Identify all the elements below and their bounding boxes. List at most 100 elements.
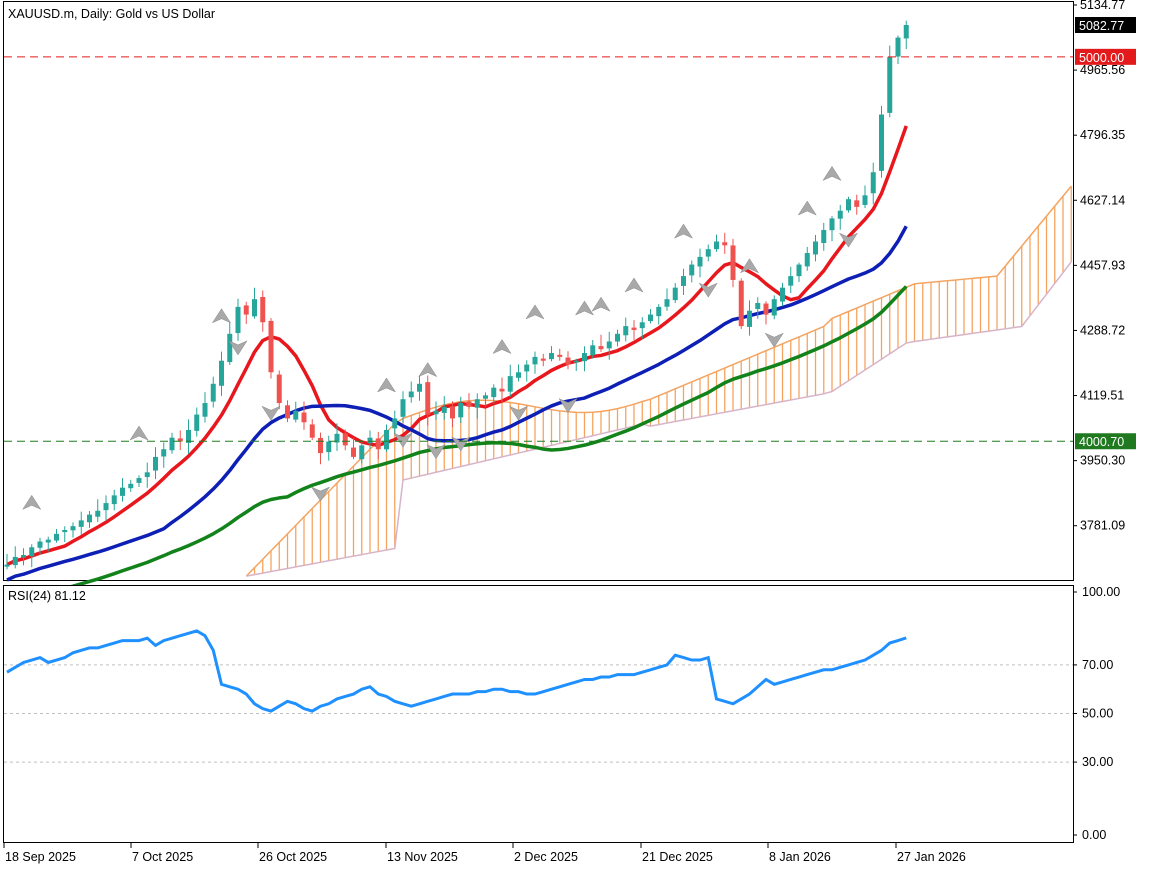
date-tick-label: 27 Jan 2026 — [897, 850, 966, 864]
candle-body — [730, 245, 736, 280]
rsi-title: RSI(24) 81.12 — [8, 589, 86, 603]
candle-body — [656, 306, 662, 317]
candle-body — [788, 276, 794, 286]
candle-body — [408, 391, 414, 398]
price-tick-label: 4796.35 — [1080, 128, 1125, 142]
rsi-tick-label: 50.00 — [1082, 707, 1113, 721]
candle-body — [37, 541, 43, 548]
candle-body — [672, 287, 678, 301]
candle-body — [516, 372, 521, 378]
fractal-down-arrow — [310, 486, 331, 502]
sma-fast-red — [6, 125, 908, 567]
fractal-down-arrow — [764, 332, 784, 348]
candle-body — [507, 376, 513, 392]
candle-body — [532, 356, 538, 365]
rsi-tick-label: 0.00 — [1082, 828, 1106, 842]
candle-body — [87, 514, 92, 523]
candle-body — [70, 526, 76, 531]
candle-body — [54, 533, 59, 541]
candle-body — [235, 306, 241, 334]
rsi-panel: RSI(24) 81.12 — [3, 585, 1074, 843]
candle-body — [177, 438, 183, 442]
candle-body — [499, 388, 505, 392]
price-levels — [4, 56, 1073, 442]
candle-body — [417, 383, 422, 392]
candle-body — [631, 327, 637, 330]
candle-body — [837, 210, 843, 219]
candle-body — [194, 414, 200, 431]
cloud-span-b — [246, 261, 1072, 577]
price-tick-label: 4288.72 — [1080, 323, 1125, 337]
rsi-line — [6, 629, 907, 713]
candle-body — [95, 510, 101, 517]
candle-body — [210, 383, 216, 402]
candle-body — [293, 410, 299, 420]
date-tick-label: 18 Sep 2025 — [5, 850, 76, 864]
candle-body — [813, 241, 818, 255]
fractal-down-arrow — [558, 398, 578, 414]
level-price-tag-bg — [1075, 433, 1136, 450]
candle-body — [144, 472, 150, 478]
fractal-down-arrow — [508, 405, 529, 421]
candle-body — [606, 341, 612, 349]
fractal-up-arrow — [376, 377, 397, 393]
fractal-down-arrow — [228, 340, 248, 356]
candle-body — [433, 410, 439, 415]
date-tick-label: 26 Oct 2025 — [259, 850, 327, 864]
rsi-tick-label: 100.00 — [1082, 585, 1120, 599]
fractal-up-arrow — [797, 200, 817, 216]
candle-body — [252, 299, 257, 317]
current-price-tag: 5082.77 — [1079, 19, 1124, 33]
candle-body — [697, 256, 703, 267]
candles — [4, 20, 909, 570]
fractal-down-arrow — [261, 405, 281, 421]
candle-body — [21, 554, 26, 558]
candle-body — [870, 172, 876, 194]
candle-body — [573, 360, 579, 363]
main-plot-frame — [3, 1, 1074, 581]
candle-body — [648, 314, 653, 322]
candle-body — [747, 310, 752, 327]
candle-body — [243, 305, 249, 315]
candle-body — [4, 564, 10, 567]
level-price-tag: 4000.70 — [1079, 435, 1124, 449]
candle-body — [326, 441, 332, 453]
candle-body — [202, 403, 208, 417]
candle-body — [351, 447, 356, 457]
candle-body — [458, 403, 464, 418]
candle-body — [854, 200, 860, 207]
candle-body — [219, 360, 224, 386]
candle-body — [780, 287, 785, 302]
candle-body — [862, 195, 868, 205]
candle-body — [441, 406, 447, 413]
candle-body — [29, 547, 35, 557]
candle-body — [227, 333, 233, 363]
candle-body — [375, 438, 381, 450]
candle-body — [903, 25, 909, 39]
price-tick-label: 3950.30 — [1080, 454, 1125, 468]
fractal-up-arrow — [418, 362, 438, 378]
candle-body — [128, 483, 134, 489]
candle-body — [722, 242, 728, 246]
price-tick-label: 4457.93 — [1080, 258, 1125, 272]
candle-body — [342, 433, 348, 446]
candle-body — [103, 503, 109, 511]
candle-body — [681, 276, 686, 286]
price-axis: 5134.77 4965.56 4796.35 4627.14 4457.93 4288.… — [1073, 0, 1136, 533]
date-tick-label: 7 Oct 2025 — [132, 850, 193, 864]
candle-body — [755, 303, 761, 309]
candle-body — [425, 382, 431, 415]
candle-body — [623, 326, 629, 336]
fractal-up-arrow — [624, 277, 644, 293]
candle-body — [111, 495, 117, 505]
chart-title: XAUUSD.m, Daily: Gold vs US Dollar — [8, 7, 215, 21]
candle-body — [161, 449, 167, 457]
main-plot-area: XAUUSD.m, Daily: Gold vs US Dollar — [3, 1, 1074, 609]
candle-body — [153, 456, 158, 471]
current-price-tag-bg — [1075, 17, 1136, 34]
candle-body — [45, 539, 51, 543]
candle-body — [474, 399, 480, 408]
candle-body — [120, 487, 125, 496]
candle-body — [714, 241, 719, 250]
price-tick-label: 3781.09 — [1080, 519, 1125, 533]
